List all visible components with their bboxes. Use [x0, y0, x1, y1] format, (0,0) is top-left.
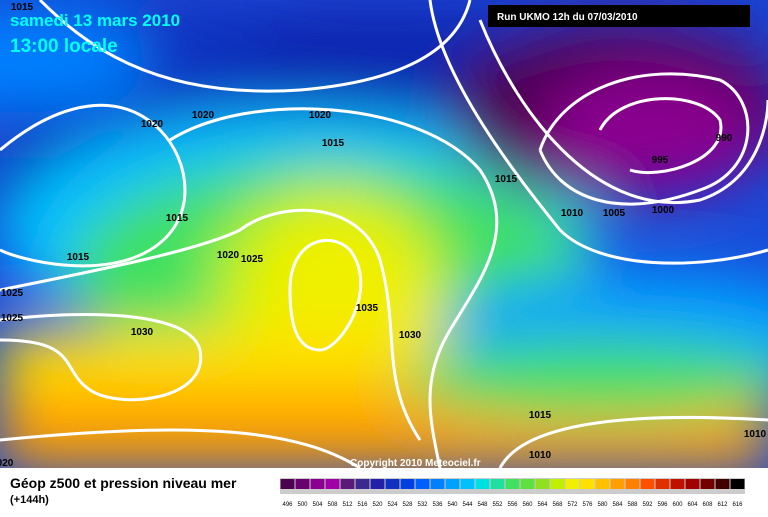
scale-swatch — [685, 479, 700, 489]
scale-label: 608 — [702, 502, 713, 508]
isobar-label: 1030 — [131, 327, 154, 338]
date: samedi 13 mars 2010 — [10, 11, 180, 30]
isobar-label: 1025 — [1, 288, 24, 299]
scale-swatch — [430, 479, 445, 489]
footer-lead: (+144h) — [10, 494, 49, 506]
isobar-label: 020 — [0, 458, 14, 469]
run-info: Run UKMO 12h du 07/03/2010 — [497, 12, 638, 23]
scale-label: 568 — [552, 502, 563, 508]
scale-swatch — [505, 479, 520, 489]
isobar-label: 1015 — [166, 213, 189, 224]
isobar-label: 1025 — [241, 254, 264, 265]
run-box — [488, 5, 750, 27]
isobar-label: 1005 — [603, 208, 626, 219]
isobar-label: 1000 — [652, 205, 675, 216]
scale-swatch — [730, 479, 745, 489]
scale-swatch — [595, 479, 610, 489]
scale-label: 560 — [522, 502, 533, 508]
scale-swatch — [475, 479, 490, 489]
scale-label: 524 — [387, 502, 398, 508]
scale-swatch — [340, 479, 355, 489]
scale-swatch — [700, 479, 715, 489]
scale-label: 520 — [372, 502, 383, 508]
scale-swatch — [610, 479, 625, 489]
map-field — [0, 0, 768, 468]
scale-swatch — [580, 479, 595, 489]
scale-label: 580 — [597, 502, 608, 508]
scale-label: 540 — [447, 502, 458, 508]
scale-swatch — [400, 479, 415, 489]
scale-swatch — [445, 479, 460, 489]
isobar-label: 1020 — [309, 110, 332, 121]
scale-swatch — [670, 479, 685, 489]
scale-swatch — [520, 479, 535, 489]
scale-label: 544 — [462, 502, 473, 508]
isobar-label: 1015 — [495, 174, 518, 185]
isobar-label: 1020 — [141, 119, 164, 130]
isobar-label: 990 — [716, 133, 733, 144]
time: 13:00 locale — [10, 36, 118, 57]
scale-label: 496 — [282, 502, 293, 508]
scale-swatch — [385, 479, 400, 489]
scale-swatch — [550, 479, 565, 489]
scale-swatch — [310, 479, 325, 489]
scale-swatch — [415, 479, 430, 489]
footer-title: Géop z500 et pression niveau mer — [10, 475, 237, 491]
scale-label: 500 — [297, 502, 308, 508]
scale-swatch — [715, 479, 730, 489]
isobar-label: 1020 — [192, 110, 215, 121]
scale-label: 564 — [537, 502, 548, 508]
scale-label: 592 — [642, 502, 653, 508]
scale-label: 548 — [477, 502, 488, 508]
isobar-label: 1015 — [322, 138, 345, 149]
scale-label: 528 — [402, 502, 413, 508]
isobar-label: 1025 — [1, 313, 24, 324]
scale-swatch — [355, 479, 370, 489]
scale-label: 536 — [432, 502, 443, 508]
scale-swatch — [625, 479, 640, 489]
isobar-label: 1035 — [356, 303, 379, 314]
scale-label: 604 — [687, 502, 698, 508]
scale-swatch — [370, 479, 385, 489]
scale-label: 516 — [357, 502, 368, 508]
isobar-label: 1030 — [399, 330, 422, 341]
isobar-label: 1010 — [561, 208, 584, 219]
scale-swatch — [295, 479, 310, 489]
scale-label: 576 — [582, 502, 593, 508]
scale-label: 532 — [417, 502, 428, 508]
scale-swatch — [490, 479, 505, 489]
scale-swatch — [280, 479, 295, 489]
isobar-label: 1020 — [217, 250, 240, 261]
scale-label: 508 — [327, 502, 338, 508]
scale-label: 600 — [672, 502, 683, 508]
scale-swatch — [460, 479, 475, 489]
scale-label: 556 — [507, 502, 518, 508]
scale-swatch — [535, 479, 550, 489]
isobar-label: 1015 — [67, 252, 90, 263]
scale-label: 504 — [312, 502, 323, 508]
isobar-label: 1010 — [744, 429, 767, 440]
scale-label: 572 — [567, 502, 578, 508]
scale-label: 588 — [627, 502, 638, 508]
scale-label: 552 — [492, 502, 503, 508]
isobar-label: 1015 — [529, 410, 552, 421]
scale-swatch — [640, 479, 655, 489]
copyright: Copyright 2010 Meteociel.fr — [350, 458, 481, 469]
scale-label: 596 — [657, 502, 668, 508]
isobar-label: 1010 — [529, 450, 552, 461]
isobar-label: 1015 — [11, 2, 34, 13]
isobar-label: 995 — [652, 155, 669, 166]
scale-swatch — [325, 479, 340, 489]
scale-label: 612 — [717, 502, 728, 508]
scale-label: 584 — [612, 502, 623, 508]
scale-swatch — [655, 479, 670, 489]
scale-swatch — [565, 479, 580, 489]
scale-label: 616 — [732, 502, 743, 508]
scale-label: 512 — [342, 502, 353, 508]
isobars — [0, 0, 768, 468]
